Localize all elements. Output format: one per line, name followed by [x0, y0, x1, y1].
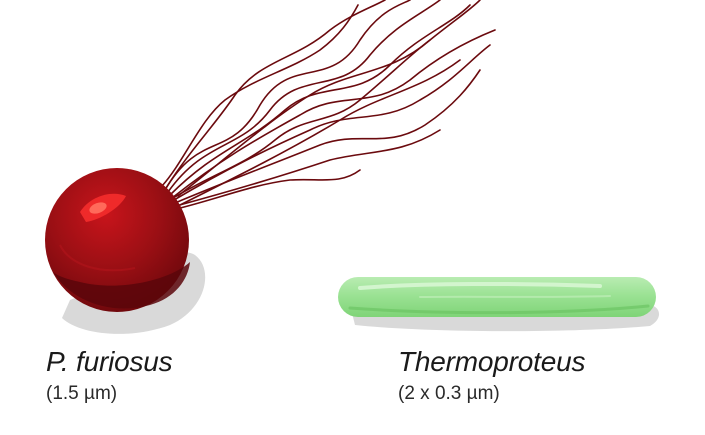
p-furiosus-cell [45, 0, 496, 334]
p-furiosus-glint [89, 202, 107, 214]
p-furiosus-label: P. furiosus (1.5 µm) [46, 344, 173, 406]
thermoproteus-label: Thermoproteus (2 x 0.3 µm) [398, 344, 585, 406]
flagella-bundle [161, 0, 496, 211]
p-furiosus-size: (1.5 µm) [46, 383, 118, 404]
thermoproteus-name: Thermoproteus [398, 346, 586, 377]
p-furiosus-body [45, 168, 189, 312]
thermoproteus-highlight [358, 281, 602, 290]
p-furiosus-rim [53, 262, 190, 309]
thermoproteus-cell [338, 277, 660, 332]
thermoproteus-size: (2 x 0.3 µm) [398, 383, 500, 404]
p-furiosus-name: P. furiosus [46, 346, 173, 377]
